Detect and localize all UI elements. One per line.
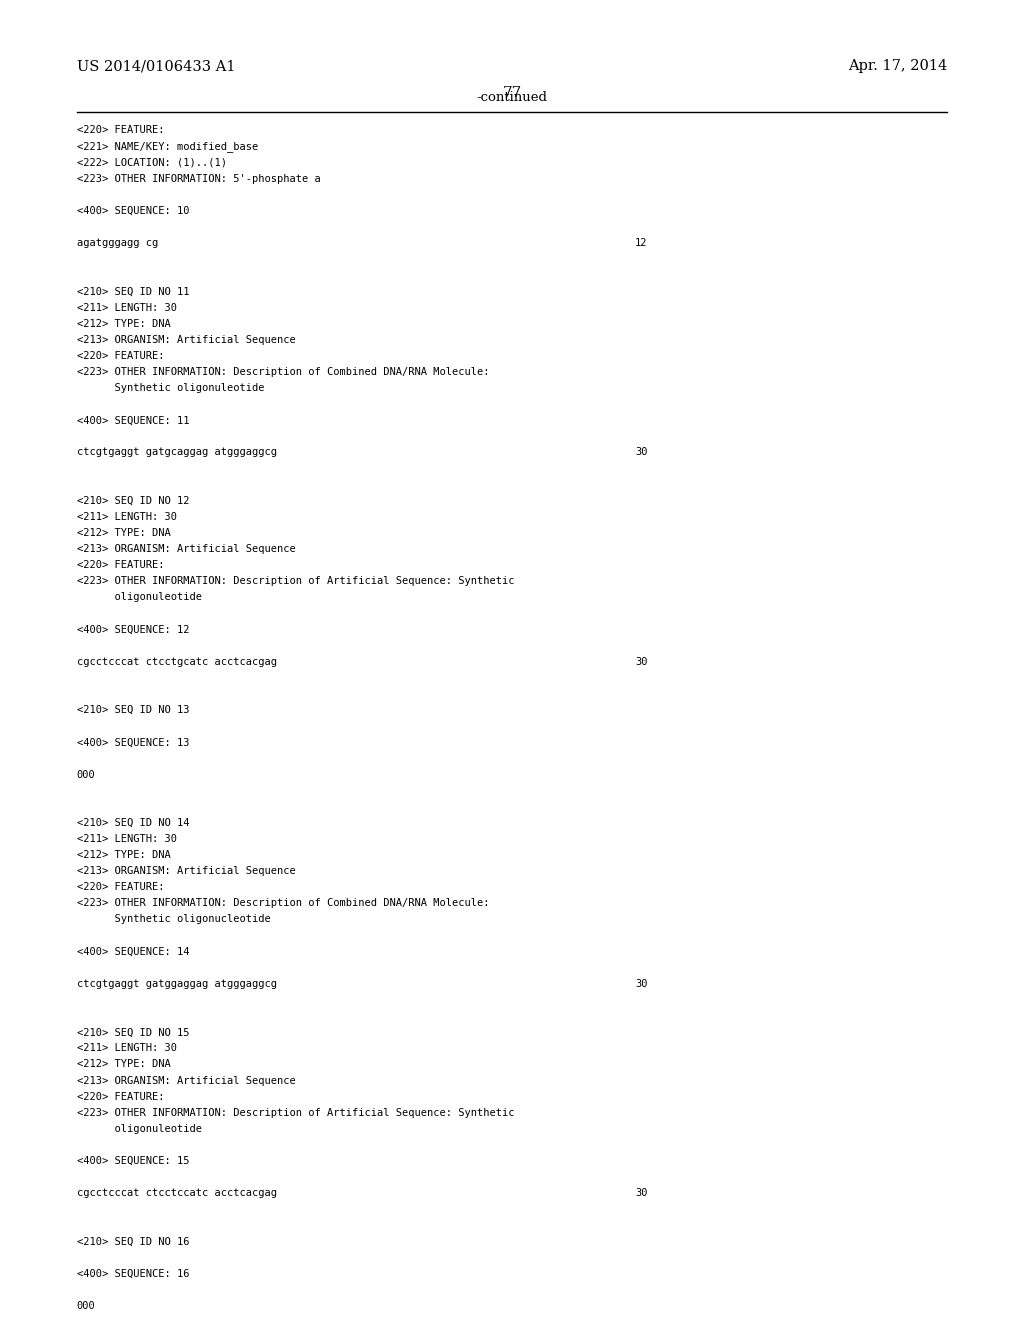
Text: ctcgtgaggt gatgcaggag atgggaggcg: ctcgtgaggt gatgcaggag atgggaggcg bbox=[77, 447, 276, 458]
Text: 30: 30 bbox=[635, 447, 647, 458]
Text: <211> LENGTH: 30: <211> LENGTH: 30 bbox=[77, 512, 177, 521]
Text: <220> FEATURE:: <220> FEATURE: bbox=[77, 560, 164, 570]
Text: <223> OTHER INFORMATION: 5'-phosphate a: <223> OTHER INFORMATION: 5'-phosphate a bbox=[77, 174, 321, 183]
Text: <220> FEATURE:: <220> FEATURE: bbox=[77, 351, 164, 360]
Text: <211> LENGTH: 30: <211> LENGTH: 30 bbox=[77, 1043, 177, 1053]
Text: ctcgtgaggt gatggaggag atgggaggcg: ctcgtgaggt gatggaggag atgggaggcg bbox=[77, 979, 276, 989]
Text: <400> SEQUENCE: 16: <400> SEQUENCE: 16 bbox=[77, 1269, 189, 1279]
Text: <223> OTHER INFORMATION: Description of Combined DNA/RNA Molecule:: <223> OTHER INFORMATION: Description of … bbox=[77, 367, 489, 378]
Text: Synthetic oligonucleotide: Synthetic oligonucleotide bbox=[77, 915, 270, 924]
Text: cgcctcccat ctcctgcatc acctcacgag: cgcctcccat ctcctgcatc acctcacgag bbox=[77, 657, 276, 667]
Text: <210> SEQ ID NO 15: <210> SEQ ID NO 15 bbox=[77, 1027, 189, 1038]
Text: <220> FEATURE:: <220> FEATURE: bbox=[77, 882, 164, 892]
Text: cgcctcccat ctcctccatc acctcacgag: cgcctcccat ctcctccatc acctcacgag bbox=[77, 1188, 276, 1199]
Text: US 2014/0106433 A1: US 2014/0106433 A1 bbox=[77, 59, 236, 74]
Text: <210> SEQ ID NO 11: <210> SEQ ID NO 11 bbox=[77, 286, 189, 297]
Text: <210> SEQ ID NO 16: <210> SEQ ID NO 16 bbox=[77, 1237, 189, 1246]
Text: <211> LENGTH: 30: <211> LENGTH: 30 bbox=[77, 834, 177, 843]
Text: 30: 30 bbox=[635, 979, 647, 989]
Text: <221> NAME/KEY: modified_base: <221> NAME/KEY: modified_base bbox=[77, 141, 258, 152]
Text: 000: 000 bbox=[77, 770, 95, 780]
Text: <213> ORGANISM: Artificial Sequence: <213> ORGANISM: Artificial Sequence bbox=[77, 1076, 296, 1085]
Text: <400> SEQUENCE: 11: <400> SEQUENCE: 11 bbox=[77, 416, 189, 425]
Text: <400> SEQUENCE: 14: <400> SEQUENCE: 14 bbox=[77, 946, 189, 957]
Text: <220> FEATURE:: <220> FEATURE: bbox=[77, 125, 164, 136]
Text: <400> SEQUENCE: 13: <400> SEQUENCE: 13 bbox=[77, 738, 189, 747]
Text: Apr. 17, 2014: Apr. 17, 2014 bbox=[848, 59, 947, 74]
Text: <212> TYPE: DNA: <212> TYPE: DNA bbox=[77, 528, 171, 539]
Text: <222> LOCATION: (1)..(1): <222> LOCATION: (1)..(1) bbox=[77, 157, 226, 168]
Text: 77: 77 bbox=[503, 86, 521, 100]
Text: <210> SEQ ID NO 13: <210> SEQ ID NO 13 bbox=[77, 705, 189, 715]
Text: <400> SEQUENCE: 10: <400> SEQUENCE: 10 bbox=[77, 206, 189, 216]
Text: <212> TYPE: DNA: <212> TYPE: DNA bbox=[77, 1060, 171, 1069]
Text: <220> FEATURE:: <220> FEATURE: bbox=[77, 1092, 164, 1102]
Text: 30: 30 bbox=[635, 1188, 647, 1199]
Text: oligonuleotide: oligonuleotide bbox=[77, 593, 202, 602]
Text: Synthetic oligonuleotide: Synthetic oligonuleotide bbox=[77, 383, 264, 393]
Text: agatgggagg cg: agatgggagg cg bbox=[77, 238, 158, 248]
Text: 30: 30 bbox=[635, 657, 647, 667]
Text: <212> TYPE: DNA: <212> TYPE: DNA bbox=[77, 850, 171, 861]
Text: <223> OTHER INFORMATION: Description of Artificial Sequence: Synthetic: <223> OTHER INFORMATION: Description of … bbox=[77, 1107, 514, 1118]
Text: <211> LENGTH: 30: <211> LENGTH: 30 bbox=[77, 302, 177, 313]
Text: <223> OTHER INFORMATION: Description of Artificial Sequence: Synthetic: <223> OTHER INFORMATION: Description of … bbox=[77, 577, 514, 586]
Text: <210> SEQ ID NO 12: <210> SEQ ID NO 12 bbox=[77, 496, 189, 506]
Text: <400> SEQUENCE: 15: <400> SEQUENCE: 15 bbox=[77, 1156, 189, 1166]
Text: 000: 000 bbox=[77, 1302, 95, 1311]
Text: <213> ORGANISM: Artificial Sequence: <213> ORGANISM: Artificial Sequence bbox=[77, 335, 296, 345]
Text: 12: 12 bbox=[635, 238, 647, 248]
Text: <213> ORGANISM: Artificial Sequence: <213> ORGANISM: Artificial Sequence bbox=[77, 866, 296, 876]
Text: <213> ORGANISM: Artificial Sequence: <213> ORGANISM: Artificial Sequence bbox=[77, 544, 296, 554]
Text: -continued: -continued bbox=[476, 91, 548, 104]
Text: <223> OTHER INFORMATION: Description of Combined DNA/RNA Molecule:: <223> OTHER INFORMATION: Description of … bbox=[77, 899, 489, 908]
Text: <212> TYPE: DNA: <212> TYPE: DNA bbox=[77, 318, 171, 329]
Text: <400> SEQUENCE: 12: <400> SEQUENCE: 12 bbox=[77, 624, 189, 635]
Text: <210> SEQ ID NO 14: <210> SEQ ID NO 14 bbox=[77, 818, 189, 828]
Text: oligonuleotide: oligonuleotide bbox=[77, 1123, 202, 1134]
